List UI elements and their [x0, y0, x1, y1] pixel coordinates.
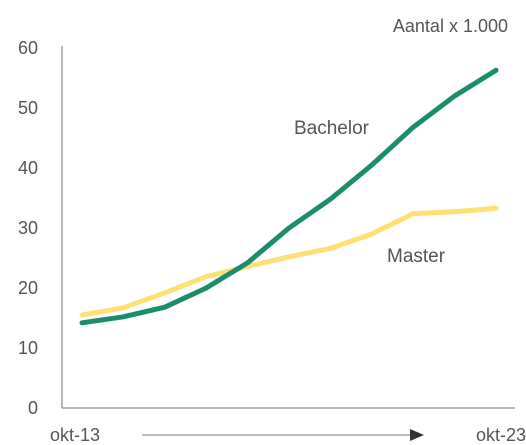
series-label-master: Master — [387, 246, 446, 267]
y-tick-labels: 0 10 20 30 40 50 60 — [18, 38, 38, 418]
y-tick-label: 20 — [18, 278, 38, 298]
x-start-label: okt-13 — [50, 425, 100, 445]
y-tick-label: 0 — [28, 398, 38, 418]
series-label-bachelor: Bachelor — [294, 118, 370, 139]
series-line-bachelor — [79, 67, 499, 326]
x-direction-arrow — [142, 429, 424, 441]
series-lines — [79, 67, 499, 326]
y-tick-label: 60 — [18, 38, 38, 58]
y-tick-label: 30 — [18, 218, 38, 238]
series-line-master — [79, 205, 499, 318]
y-tick-label: 10 — [18, 338, 38, 358]
y-tick-label: 50 — [18, 98, 38, 118]
x-arrow-head — [410, 429, 424, 441]
y-tick-label: 40 — [18, 158, 38, 178]
unit-label: Aantal x 1.000 — [393, 16, 508, 36]
x-end-label: okt-23 — [476, 425, 526, 445]
